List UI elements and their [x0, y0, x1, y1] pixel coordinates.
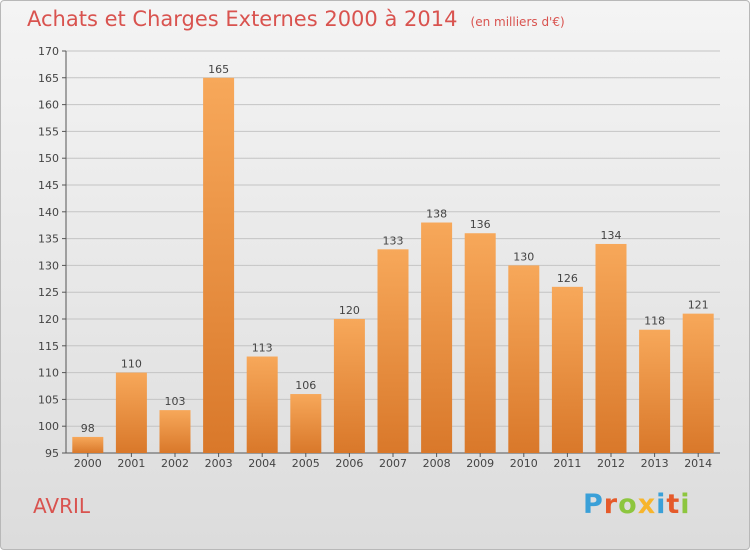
y-tick-label: 150 [38, 152, 59, 165]
y-tick-label: 155 [38, 125, 59, 138]
y-tick-label: 165 [38, 72, 59, 85]
x-tick-label: 2002 [161, 457, 189, 470]
bar [159, 410, 191, 453]
y-tick-label: 140 [38, 206, 59, 219]
bar [203, 77, 235, 454]
bar-value-label: 103 [165, 395, 186, 408]
bar-value-label: 106 [295, 379, 316, 392]
y-tick-label: 105 [38, 393, 59, 406]
x-tick-label: 2006 [335, 457, 363, 470]
bars [72, 77, 714, 454]
bar-value-label: 126 [557, 272, 578, 285]
bar-value-label: 136 [470, 218, 491, 231]
bar [290, 394, 322, 453]
bar-value-label: 110 [121, 358, 142, 371]
x-tick-label: 2010 [510, 457, 538, 470]
bar-value-label: 118 [644, 315, 665, 328]
x-tick-label: 2000 [74, 457, 102, 470]
proxiti-logo[interactable]: Proxiti [583, 489, 691, 520]
x-tick-label: 2005 [292, 457, 320, 470]
logo-letter: P [583, 489, 604, 520]
y-tick-label: 170 [38, 45, 59, 58]
bar [246, 356, 278, 453]
bar [551, 286, 583, 453]
commune-name: AVRIL [33, 494, 91, 518]
logo-letter: x [637, 489, 657, 520]
bar [595, 243, 627, 453]
bar [115, 372, 147, 453]
bar-value-label: 121 [688, 299, 709, 312]
bar [682, 313, 714, 453]
y-tick-label: 135 [38, 233, 59, 246]
bar-value-label: 134 [601, 229, 622, 242]
x-tick-label: 2011 [553, 457, 581, 470]
bar [421, 222, 453, 453]
bar-value-label: 138 [426, 208, 447, 221]
y-tick-label: 130 [38, 259, 59, 272]
bar-value-label: 133 [383, 234, 404, 247]
chart-subtitle: (en milliers d'€) [470, 15, 565, 29]
bar [464, 233, 496, 453]
bar [72, 436, 104, 453]
logo-letter: r [603, 489, 619, 520]
bar-value-label: 130 [513, 250, 534, 263]
bar [377, 249, 409, 453]
chart-title-main: Achats et Charges Externes 2000 à 2014 [27, 7, 458, 31]
y-tick-label: 95 [45, 447, 59, 460]
x-tick-label: 2009 [466, 457, 494, 470]
bar [639, 329, 671, 453]
bar-value-label: 120 [339, 304, 360, 317]
bar [333, 319, 365, 453]
x-tick-label: 2014 [684, 457, 712, 470]
logo-letter: o [618, 489, 638, 520]
y-tick-label: 145 [38, 179, 59, 192]
y-tick-label: 160 [38, 99, 59, 112]
bar-value-label: 98 [81, 422, 95, 435]
y-tick-label: 100 [38, 420, 59, 433]
bar-value-label: 113 [252, 342, 273, 355]
x-tick-label: 2003 [205, 457, 233, 470]
x-tick-label: 2012 [597, 457, 625, 470]
x-tick-label: 2001 [117, 457, 145, 470]
x-tick-label: 2013 [641, 457, 669, 470]
y-tick-label: 125 [38, 286, 59, 299]
logo-letter: i [680, 489, 691, 520]
y-tick-label: 110 [38, 367, 59, 380]
x-tick-label: 2007 [379, 457, 407, 470]
x-tick-label: 2008 [423, 457, 451, 470]
logo-letter: t [666, 489, 681, 520]
labels: 95 100 105 110 115 120 125 130 135 140 145 150 155 16… [38, 45, 712, 470]
chart-title: Achats et Charges Externes 2000 à 2014 (… [27, 7, 565, 31]
y-tick-label: 120 [38, 313, 59, 326]
bar-value-label: 165 [208, 63, 229, 76]
y-tick-label: 115 [38, 340, 59, 353]
logo-letter: i [656, 489, 667, 520]
bar [508, 265, 540, 453]
x-tick-label: 2004 [248, 457, 276, 470]
